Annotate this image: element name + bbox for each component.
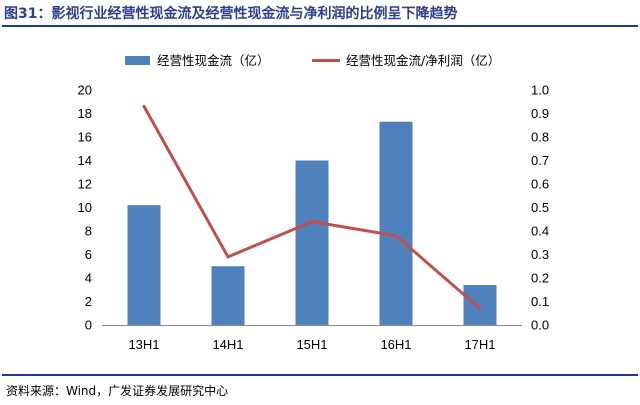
legend: 经营性现金流（亿） 经营性现金流/净利润（亿） <box>125 53 500 68</box>
bar <box>295 160 329 325</box>
left-tick-label: 0 <box>85 318 92 333</box>
right-tick-label: 0.2 <box>531 271 549 286</box>
x-tick-label: 15H1 <box>296 337 327 352</box>
x-tick-label: 16H1 <box>380 337 411 352</box>
right-tick-label: 0.3 <box>531 247 549 262</box>
left-tick-label: 14 <box>78 153 92 168</box>
line-series <box>142 104 482 311</box>
left-y-axis: 0 2 4 6 8 10 12 14 16 18 20 <box>78 83 92 333</box>
left-tick-label: 16 <box>78 130 92 145</box>
source-note: 资料来源：Wind，广发证券发展研究中心 <box>6 384 229 398</box>
x-axis: 13H1 14H1 15H1 16H1 17H1 <box>102 325 522 352</box>
left-tick-label: 10 <box>78 200 92 215</box>
bar <box>463 285 497 325</box>
right-tick-label: 0.0 <box>531 318 549 333</box>
legend-swatch-bar <box>125 56 150 65</box>
left-tick-label: 18 <box>78 106 92 121</box>
left-tick-label: 8 <box>85 224 92 239</box>
right-tick-label: 0.6 <box>531 177 549 192</box>
right-tick-label: 0.5 <box>531 200 549 215</box>
bar <box>211 266 245 325</box>
right-tick-label: 0.1 <box>531 294 549 309</box>
bar <box>127 205 161 325</box>
right-tick-label: 1.0 <box>531 83 549 98</box>
combo-chart: 经营性现金流（亿） 经营性现金流/净利润（亿） 0 2 4 6 8 10 12 14 16 18 20… <box>78 53 550 352</box>
left-tick-label: 2 <box>85 294 92 309</box>
left-tick-label: 6 <box>85 247 92 262</box>
bottom-rule <box>2 374 638 376</box>
right-tick-label: 0.7 <box>531 153 549 168</box>
legend-label-line: 经营性现金流/净利润（亿） <box>346 53 500 68</box>
right-tick-label: 0.4 <box>531 224 549 239</box>
legend-label-bar: 经营性现金流（亿） <box>157 53 270 68</box>
x-tick-label: 14H1 <box>212 337 243 352</box>
top-rule <box>2 25 638 27</box>
right-tick-label: 0.9 <box>531 106 549 121</box>
left-tick-label: 12 <box>78 177 92 192</box>
left-tick-label: 4 <box>85 271 92 286</box>
right-y-axis: 0.0 0.1 0.2 0.3 0.4 0.5 0.6 0.7 0.8 0.9 1.0 <box>531 83 549 333</box>
x-tick-label: 17H1 <box>464 337 495 352</box>
x-tick-label: 13H1 <box>128 337 159 352</box>
figure-title: 图31：影视行业经营性现金流及经营性现金流与净利润的比例呈下降趋势 <box>4 6 458 22</box>
bar <box>379 121 413 325</box>
bar-series <box>127 121 497 325</box>
left-tick-label: 20 <box>78 83 92 98</box>
right-tick-label: 0.8 <box>531 130 549 145</box>
